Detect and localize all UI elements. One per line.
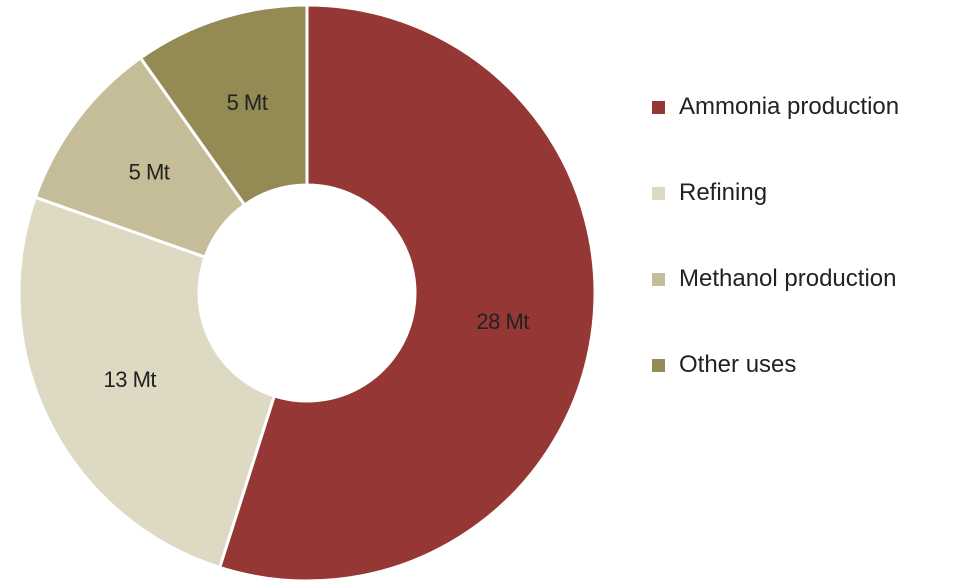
donut-slices <box>17 3 597 582</box>
legend-item-other-uses: Other uses <box>652 350 899 380</box>
legend-swatch <box>652 100 665 114</box>
legend-swatch <box>652 186 665 200</box>
legend-item-refining: Refining <box>652 178 899 208</box>
donut-slice-refining <box>17 195 277 570</box>
slice-data-label: 5 Mt <box>129 159 170 184</box>
legend-item-ammonia-production: Ammonia production <box>652 92 899 122</box>
legend-label: Ammonia production <box>679 93 900 120</box>
donut-slice-ammonia-production <box>217 3 597 582</box>
legend-label: Other uses <box>679 351 797 378</box>
legend-label: Methanol production <box>679 265 897 292</box>
legend-swatch <box>652 358 665 372</box>
donut-slice-methanol-production <box>33 55 247 260</box>
donut-plot: 28 Mt 13 Mt 5 Mt 5 Mt <box>17 3 597 582</box>
legend-item-methanol-production: Methanol production <box>652 264 899 294</box>
legend-swatch <box>652 272 665 286</box>
slice-data-label: 28 Mt <box>476 309 529 334</box>
slice-data-label: 5 Mt <box>227 90 268 115</box>
slice-data-label: 13 Mt <box>103 367 156 392</box>
legend: Ammonia production Refining Methanol pro… <box>652 92 899 436</box>
legend-label: Refining <box>679 179 768 206</box>
slice-data-labels: 28 Mt 13 Mt 5 Mt 5 Mt <box>103 90 529 392</box>
donut-slice-other-uses <box>138 3 309 207</box>
